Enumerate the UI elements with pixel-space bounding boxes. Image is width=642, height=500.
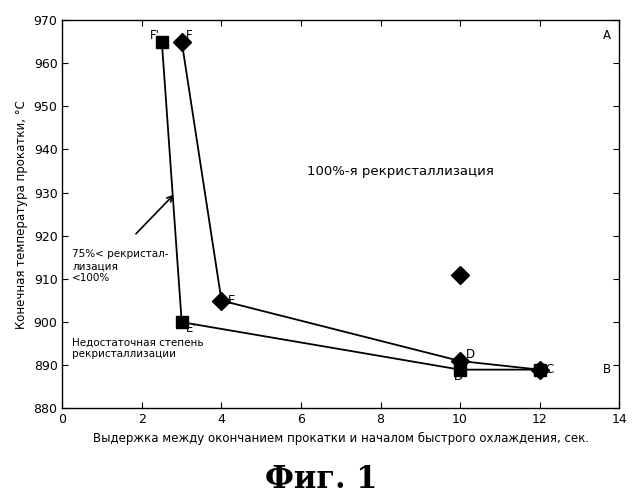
- Text: D': D': [454, 370, 466, 382]
- Text: A: A: [603, 28, 611, 42]
- Text: F: F: [186, 28, 193, 42]
- Text: Недостаточная степень
рекристаллизации: Недостаточная степень рекристаллизации: [73, 338, 204, 359]
- Text: F': F': [150, 28, 160, 42]
- Text: E': E': [186, 322, 196, 335]
- Text: 75%< рекристал-
лизация
<100%: 75%< рекристал- лизация <100%: [73, 250, 169, 282]
- Text: Фиг. 1: Фиг. 1: [265, 464, 377, 495]
- X-axis label: Выдержка между окончанием прокатки и началом быстрого охлаждения, сек.: Выдержка между окончанием прокатки и нач…: [92, 432, 589, 445]
- Text: E: E: [227, 294, 235, 307]
- Text: D: D: [466, 348, 475, 361]
- Text: B: B: [603, 363, 611, 376]
- Y-axis label: Конечная температура прокатки, °C: Конечная температура прокатки, °C: [15, 100, 28, 328]
- Text: C: C: [546, 363, 554, 376]
- Text: 100%-я рекристаллизация: 100%-я рекристаллизация: [307, 164, 494, 177]
